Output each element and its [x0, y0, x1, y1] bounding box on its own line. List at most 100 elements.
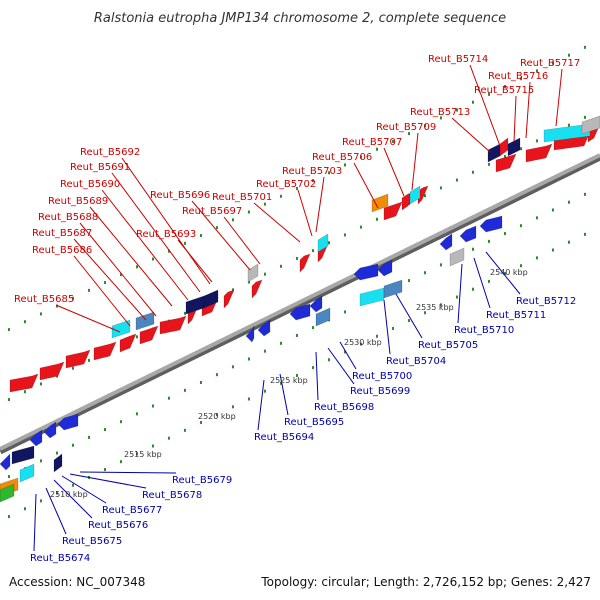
gene-label: Reut_B5715: [474, 85, 534, 96]
label-leader: [223, 216, 261, 265]
gene-red: [93, 341, 117, 361]
tick-dot: [136, 412, 138, 416]
tick-dot: [536, 139, 538, 143]
tick-dot: [136, 265, 138, 269]
gene-blue: [309, 295, 323, 313]
gene-blue: [57, 413, 79, 431]
label-leader: [327, 347, 355, 385]
gene-green: [0, 483, 15, 503]
gene-label: Reut_B5689: [48, 196, 108, 207]
tick-dot: [472, 170, 474, 174]
label-leader: [61, 475, 107, 504]
tick-dot: [168, 396, 170, 400]
gene-label: Reut_B5678: [142, 490, 202, 501]
tick-dot: [248, 210, 250, 214]
tick-dot: [312, 366, 314, 370]
gene-red: [299, 253, 311, 273]
tick-dot: [504, 232, 506, 236]
tick-dot: [376, 217, 378, 221]
tick-dot: [8, 515, 10, 519]
tick-dot: [552, 61, 554, 65]
gene-blue: [353, 263, 379, 281]
tick-dot: [248, 397, 250, 401]
tick-dot: [216, 226, 218, 230]
tick-dot: [8, 475, 10, 479]
label-leader: [339, 341, 357, 370]
gene-label: Reut_B5699: [350, 386, 410, 397]
gene-label: Reut_B5679: [172, 475, 232, 486]
gene-label: Reut_B5674: [30, 553, 90, 564]
gene-label: Reut_B5714: [428, 54, 488, 65]
label-leader: [69, 473, 147, 489]
tick-dot: [104, 428, 106, 432]
label-leader: [395, 293, 423, 339]
tick-dot: [392, 139, 394, 143]
gene-red: [39, 361, 65, 381]
accession-text: Accession: NC_007348: [9, 575, 145, 589]
gene-label: Reut_B5685: [14, 294, 74, 305]
scale-label: 2535 kbp: [416, 303, 454, 312]
gene-label: Reut_B5701: [212, 192, 272, 203]
tick-dot: [40, 312, 42, 316]
label-leader: [55, 304, 121, 333]
tick-dot: [264, 272, 266, 276]
scale-label: 2510 kbp: [50, 490, 88, 499]
tick-dot: [8, 398, 10, 402]
tick-dot: [232, 288, 234, 292]
gene-navy: [507, 137, 521, 157]
tick-dot: [328, 241, 330, 245]
label-leader: [111, 172, 201, 293]
tick-dot: [440, 263, 442, 267]
tick-dot: [552, 208, 554, 212]
tick-dot: [504, 272, 506, 276]
tick-dot: [408, 279, 410, 283]
label-leader: [79, 471, 177, 474]
gene-label: Reut_B5713: [410, 107, 470, 118]
scale-label: 2525 kbp: [270, 376, 308, 385]
label-leader: [383, 147, 405, 197]
tick-dot: [312, 326, 314, 330]
tick-dot: [136, 335, 138, 339]
label-leader: [451, 117, 491, 153]
tick-dot: [568, 200, 570, 204]
tick-dot: [440, 186, 442, 190]
label-leader: [353, 162, 379, 209]
tick-dot: [216, 413, 218, 417]
gene-label: Reut_B5705: [418, 340, 478, 351]
label-leader: [473, 257, 491, 309]
tick-dot: [504, 155, 506, 159]
tick-dot: [184, 428, 186, 432]
tick-dot: [72, 483, 74, 487]
tick-dot: [312, 249, 314, 253]
gene-label: Reut_B5686: [32, 245, 92, 256]
gene-grey: [449, 247, 465, 267]
gene-blue: [0, 453, 11, 471]
tick-dot: [584, 115, 586, 119]
tick-dot: [584, 192, 586, 196]
label-leader: [297, 189, 313, 237]
label-leader: [383, 299, 391, 355]
tick-dot: [456, 108, 458, 112]
gene-label: Reut_B5692: [80, 147, 140, 158]
tick-dot: [264, 389, 266, 393]
tick-dot: [152, 257, 154, 261]
tick-dot: [520, 264, 522, 268]
gene-steel: [315, 307, 331, 327]
tick-dot: [248, 280, 250, 284]
gene-red: [417, 185, 429, 205]
tick-dot: [280, 264, 282, 268]
tick-dot: [56, 491, 58, 495]
tick-dot: [344, 233, 346, 237]
gene-features: [0, 115, 600, 503]
gene-blue: [43, 421, 57, 439]
gene-navy: [203, 289, 219, 309]
tick-dot: [408, 319, 410, 323]
label-leader: [79, 222, 157, 317]
tick-dot: [264, 349, 266, 353]
gene-label: Reut_B5690: [60, 179, 120, 190]
label-leader: [73, 238, 147, 321]
tick-dot: [552, 248, 554, 252]
gene-label: Reut_B5696: [150, 190, 210, 201]
tick-dot: [408, 132, 410, 136]
tick-dot: [200, 421, 202, 424]
